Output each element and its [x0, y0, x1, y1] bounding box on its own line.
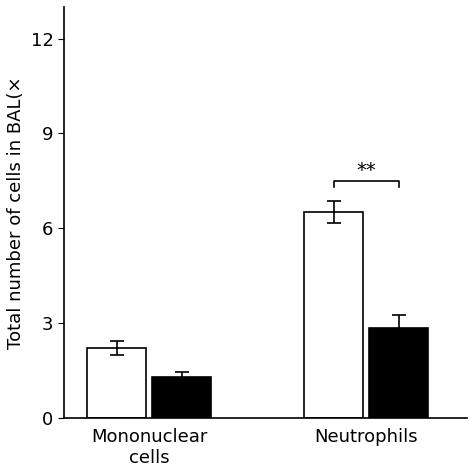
Bar — [152, 377, 211, 418]
Bar — [304, 212, 363, 418]
Y-axis label: Total number of cells in BAL(×: Total number of cells in BAL(× — [7, 76, 25, 349]
Bar — [87, 348, 146, 418]
Text: **: ** — [356, 161, 376, 180]
Bar — [369, 328, 428, 418]
